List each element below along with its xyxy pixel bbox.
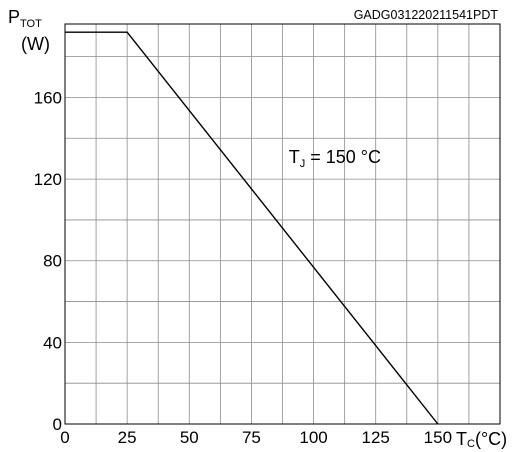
annotation-symbol: T <box>289 147 300 167</box>
annotation-value: = 150 °C <box>305 147 381 167</box>
y-tick-label: 40 <box>43 333 62 352</box>
grid <box>65 24 500 424</box>
y-axis-subscript: TOT <box>20 18 42 30</box>
x-tick-label: 125 <box>362 428 390 447</box>
document-code: GADG031220211541PDT <box>354 8 499 22</box>
x-tick-label: 75 <box>242 428 261 447</box>
y-tick-label: 80 <box>43 252 62 271</box>
x-axis-unit: (°C) <box>475 429 507 449</box>
y-axis-unit: (W) <box>21 34 50 54</box>
y-tick-labels: 0 40 80 120 160 <box>34 88 62 434</box>
y-tick-label: 120 <box>34 170 62 189</box>
y-tick-label: 0 <box>53 415 62 434</box>
x-tick-label: 50 <box>180 428 199 447</box>
x-tick-labels: 0 25 50 75 100 125 150 <box>60 428 452 447</box>
series-layer <box>65 31 439 425</box>
plot-frame <box>64 23 501 425</box>
x-axis-subscript: C <box>467 438 475 450</box>
junction-temperature-annotation: TJ = 150 °C <box>289 147 381 170</box>
x-tick-label: 100 <box>299 428 327 447</box>
x-tick-label: 0 <box>60 428 69 447</box>
x-tick-label: 150 <box>424 428 452 447</box>
derating-curve <box>65 31 439 425</box>
y-tick-label: 160 <box>34 88 62 107</box>
x-axis-title: TC(°C) <box>456 429 507 450</box>
annotation-subscript: J <box>300 158 306 170</box>
x-tick-label: 25 <box>118 428 137 447</box>
y-axis-symbol: P <box>8 7 20 27</box>
y-axis-title: PTOT <box>8 7 42 30</box>
x-axis-symbol: T <box>456 429 467 449</box>
